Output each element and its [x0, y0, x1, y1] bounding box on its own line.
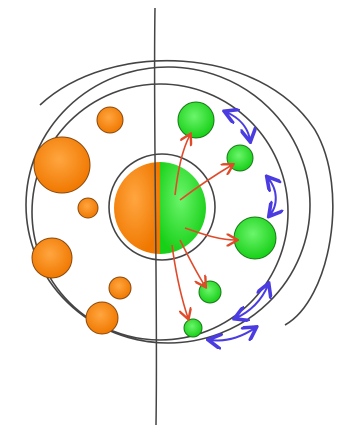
blue-arrow — [226, 112, 250, 140]
green-vesicle — [198, 280, 222, 304]
green-vesicle — [233, 216, 277, 260]
orange-vesicle — [96, 106, 124, 134]
green-vesicle — [226, 144, 254, 172]
orange-vesicle — [85, 301, 119, 335]
nucleus-right — [160, 162, 206, 254]
red-arrow — [184, 227, 236, 240]
divider-line — [153, 7, 158, 426]
cell-membrane — [31, 83, 289, 341]
orange-vesicle — [31, 237, 73, 279]
blue-arrows — [210, 112, 276, 341]
nucleus-outline — [108, 153, 216, 261]
nucleus-left — [114, 162, 160, 254]
outer-swirl — [39, 60, 334, 326]
red-arrows — [171, 135, 236, 318]
orange-vesicle — [33, 136, 91, 194]
orange-vesicle — [108, 276, 132, 300]
orange-vesicle — [77, 197, 99, 219]
red-arrow — [179, 239, 205, 286]
green-vesicle — [183, 318, 203, 338]
red-arrow — [179, 165, 232, 201]
outer-rings — [25, 60, 334, 344]
red-arrow — [171, 244, 188, 318]
blue-arrow — [268, 178, 276, 215]
blue-arrow — [236, 285, 268, 318]
orange-vesicles — [31, 106, 132, 335]
blue-arrow — [210, 328, 255, 341]
red-arrow — [174, 135, 190, 196]
green-vesicle — [177, 101, 215, 139]
outer-ring — [25, 66, 311, 344]
